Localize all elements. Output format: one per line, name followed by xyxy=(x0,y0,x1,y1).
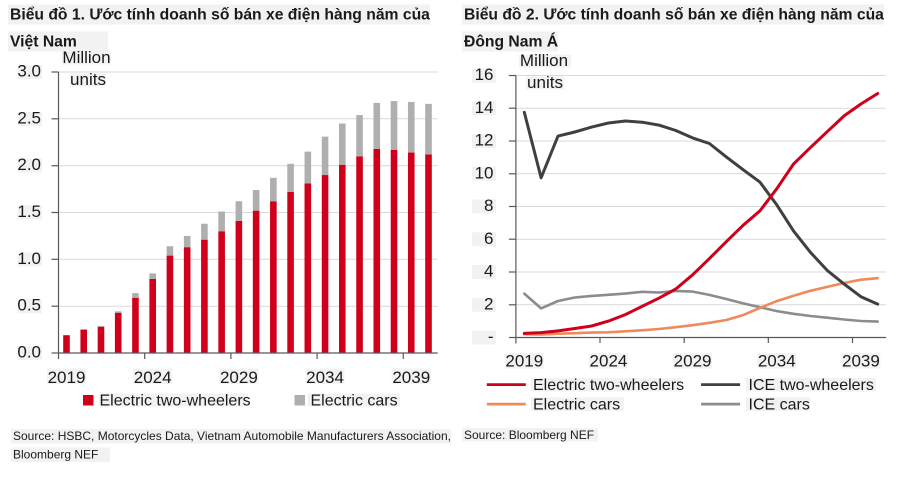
svg-text:Million: Million xyxy=(62,48,110,67)
svg-text:Việt Nam: Việt Nam xyxy=(10,34,77,51)
svg-text:Electric two-wheelers: Electric two-wheelers xyxy=(533,377,684,394)
svg-text:2039: 2039 xyxy=(392,368,430,387)
svg-text:Electric cars: Electric cars xyxy=(311,393,398,410)
svg-text:6: 6 xyxy=(484,229,493,248)
svg-text:Electric two-wheelers: Electric two-wheelers xyxy=(100,393,251,410)
svg-text:14: 14 xyxy=(475,98,494,117)
svg-text:0.5: 0.5 xyxy=(17,296,41,315)
svg-text:2.0: 2.0 xyxy=(17,155,41,174)
svg-text:Source: Bloomberg NEF: Source: Bloomberg NEF xyxy=(464,428,594,442)
svg-text:Million: Million xyxy=(520,51,568,70)
svg-text:2039: 2039 xyxy=(842,352,880,371)
svg-text:units: units xyxy=(70,70,106,89)
svg-text:units: units xyxy=(527,73,563,92)
svg-text:Bloomberg NEF: Bloomberg NEF xyxy=(13,448,98,462)
svg-text:2024: 2024 xyxy=(590,352,628,371)
svg-text:Electric cars: Electric cars xyxy=(533,397,620,414)
svg-text:2029: 2029 xyxy=(674,352,712,371)
svg-text:2: 2 xyxy=(484,294,493,313)
svg-text:Source: HSBC, Motorcycles Data: Source: HSBC, Motorcycles Data, Vietnam … xyxy=(13,429,451,443)
svg-text:1.5: 1.5 xyxy=(17,202,41,221)
svg-text:2034: 2034 xyxy=(306,368,344,387)
svg-text:2019: 2019 xyxy=(505,352,543,371)
svg-text:ICE cars: ICE cars xyxy=(749,397,810,414)
svg-text:10: 10 xyxy=(475,163,494,182)
svg-text:16: 16 xyxy=(475,65,494,84)
svg-text:1.0: 1.0 xyxy=(17,249,41,268)
svg-text:Đông Nam Á: Đông Nam Á xyxy=(464,32,558,51)
svg-text:2029: 2029 xyxy=(220,368,258,387)
svg-text:4: 4 xyxy=(484,262,493,281)
svg-text:3.0: 3.0 xyxy=(17,62,41,81)
svg-text:2019: 2019 xyxy=(48,368,86,387)
svg-text:12: 12 xyxy=(475,131,494,150)
svg-text:-: - xyxy=(488,327,494,346)
svg-text:Biểu đồ 2. Ước tính doanh số b: Biểu đồ 2. Ước tính doanh số bán xe điện… xyxy=(464,6,884,24)
svg-text:2034: 2034 xyxy=(758,352,796,371)
svg-text:2024: 2024 xyxy=(134,368,172,387)
svg-text:ICE two-wheelers: ICE two-wheelers xyxy=(749,377,874,394)
svg-text:8: 8 xyxy=(484,196,493,215)
svg-text:0.0: 0.0 xyxy=(17,343,41,362)
svg-text:2.5: 2.5 xyxy=(17,108,41,127)
svg-text:Biểu đồ 1. Ước tính doanh số b: Biểu đồ 1. Ước tính doanh số bán xe điện… xyxy=(10,6,430,24)
